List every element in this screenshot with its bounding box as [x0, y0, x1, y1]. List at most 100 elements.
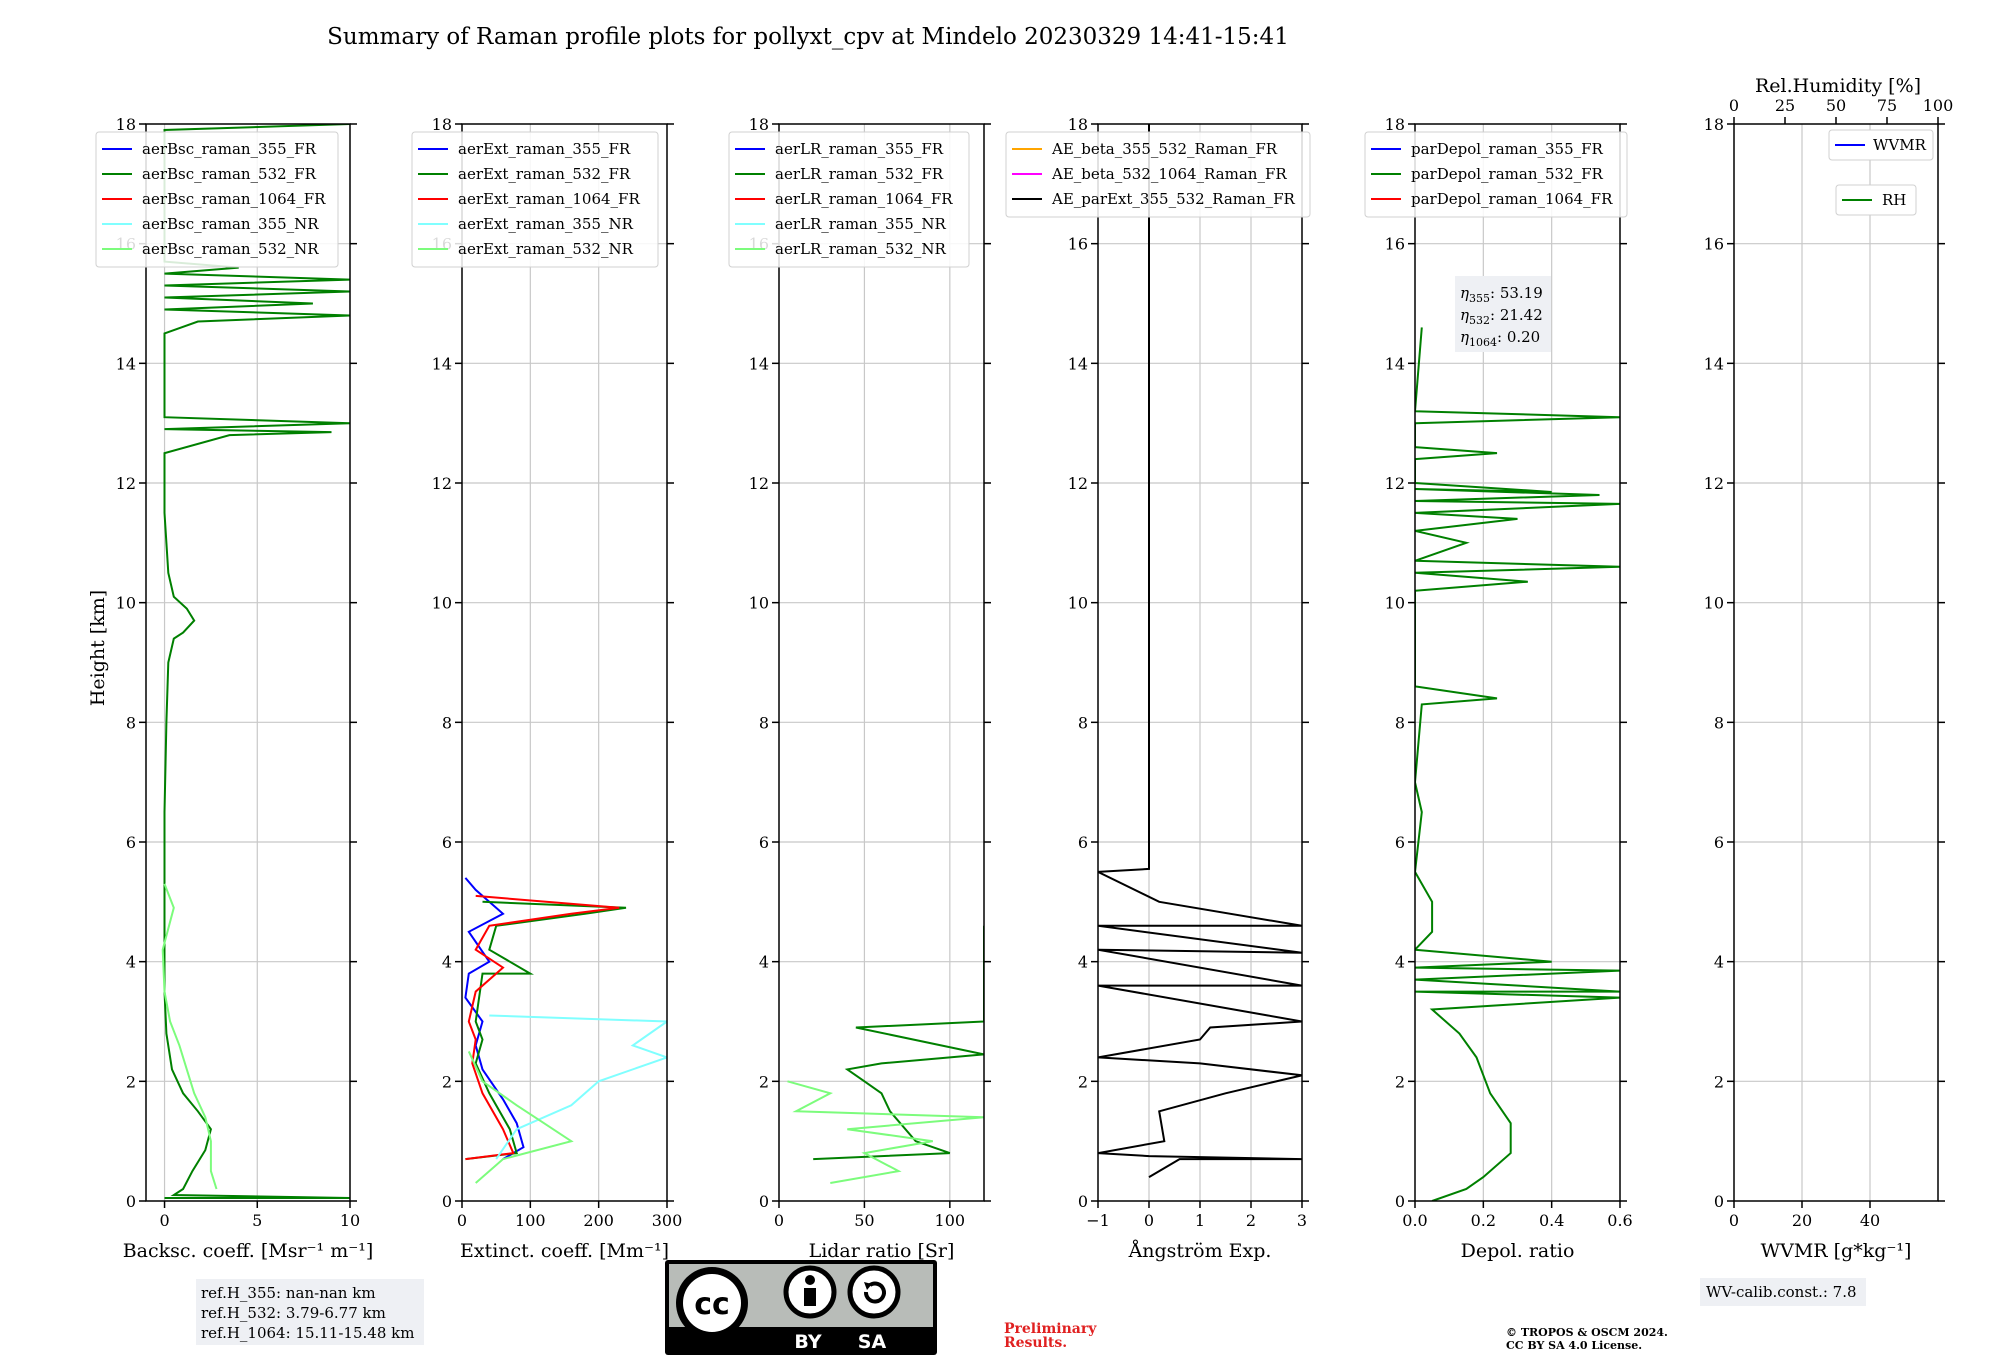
y-tick-label: 6 [442, 833, 452, 852]
y-tick-label: 6 [1714, 833, 1724, 852]
x-axis-label: Extinct. coeff. [Mm⁻¹] [460, 1240, 669, 1262]
x-tick-label: 100 [515, 1211, 546, 1230]
y-tick-label: 12 [1704, 474, 1724, 493]
legend-entry: RH [1882, 191, 1906, 209]
y-tick-label: 0 [1714, 1192, 1724, 1211]
x-tick-label: 0.6 [1607, 1211, 1632, 1230]
y-axis-label: Height [km] [87, 590, 109, 706]
series-group [1415, 327, 1620, 1201]
legend-entry: aerBsc_raman_355_NR [142, 215, 319, 233]
series-line-aerExt_raman_355_NR [489, 1014, 667, 1160]
axes-frame [778, 123, 985, 1202]
y-tick-label: 8 [1395, 713, 1405, 732]
x-tick-label: 0.0 [1402, 1211, 1427, 1230]
series-group [161, 124, 350, 1199]
x-tick-label: 200 [583, 1211, 614, 1230]
y-tick-label: 6 [1395, 833, 1405, 852]
series-line-parDepol_raman_532_FR [1415, 327, 1620, 1201]
top-x-tick-label: 0 [1729, 96, 1739, 115]
y-tick-label: 10 [1068, 594, 1088, 613]
x-tick-label: 1 [1195, 1211, 1205, 1230]
x-tick-label: 40 [1860, 1211, 1880, 1230]
legend-box [728, 131, 970, 268]
series-line-aerExt_raman_355_FR [464, 877, 525, 1160]
x-axis-label: Lidar ratio [Sr] [809, 1240, 955, 1262]
x-tick-label: 3 [1297, 1211, 1307, 1230]
x-axis-label: Backsc. coeff. [Msr⁻¹ m⁻¹] [123, 1240, 374, 1262]
y-tick-label: 8 [442, 713, 452, 732]
x-tick-label: 5 [252, 1211, 262, 1230]
cc-by-sa-badge: cc BY SA [665, 1260, 937, 1355]
y-tick-label: 12 [1385, 474, 1405, 493]
panel-6: 0 2 4 6 8 10 12 14 16 18 0 20 40 WVMR [g*kg⁻¹] 0 25 50 75… [1704, 75, 1954, 1262]
y-tick-label: 4 [126, 953, 136, 972]
legend-entry: parDepol_raman_532_FR [1411, 165, 1604, 183]
y-tick-label: 18 [1068, 115, 1088, 134]
y-tick-label: 18 [749, 115, 769, 134]
y-tick-label: 0 [759, 1192, 769, 1211]
legend: AE_beta_355_532_Raman_FR AE_beta_532_1064… [1005, 131, 1311, 218]
axes-frame [1733, 123, 1939, 1202]
legend-entry: aerExt_raman_532_FR [458, 165, 631, 183]
sa-label: SA [858, 1331, 887, 1353]
y-tick-label: 10 [432, 594, 452, 613]
y-tick-label: 12 [749, 474, 769, 493]
x-tick-label: 0 [774, 1211, 784, 1230]
legend-rh: RH [1835, 184, 1917, 216]
x-axis-label: Depol. ratio [1461, 1240, 1575, 1262]
y-tick-label: 18 [1385, 115, 1405, 134]
legend-entry: aerLR_raman_532_NR [775, 240, 946, 258]
legend-entry: aerLR_raman_355_FR [775, 140, 944, 158]
eta-annotation: η532: 21.42 [1460, 306, 1543, 327]
y-tick-label: 8 [759, 713, 769, 732]
y-tick-label: 14 [1068, 354, 1088, 373]
copyright-line2: CC BY SA 4.0 License. [1506, 1339, 1642, 1352]
y-tick-label: 4 [759, 953, 769, 972]
y-tick-label: 2 [1714, 1072, 1724, 1091]
ref-h-355: ref.H_355: nan-nan km [201, 1284, 376, 1302]
y-tick-label: 4 [442, 953, 452, 972]
annotation-bg [1455, 276, 1551, 352]
axes-frame [461, 123, 668, 1202]
series-line-aerExt_raman_1064_FR [465, 894, 620, 1161]
preliminary-line1: Preliminary [1004, 1321, 1097, 1337]
y-tick-label: 2 [1395, 1072, 1405, 1091]
y-tick-label: 12 [116, 474, 136, 493]
legend-entry: aerBsc_raman_532_FR [142, 165, 317, 183]
legend-entry: aerLR_raman_532_FR [775, 165, 944, 183]
top-x-axis-label: Rel.Humidity [%] [1755, 75, 1921, 97]
y-tick-label: 4 [1714, 953, 1724, 972]
series-line-aerBsc_raman_532_FR [163, 124, 350, 1199]
legend: aerLR_raman_355_FR aerLR_raman_532_FR aerL… [728, 131, 970, 268]
preliminary-line2: Results. [1004, 1335, 1067, 1351]
y-tick-label: 14 [1704, 354, 1724, 373]
legend-entry: aerExt_raman_355_NR [458, 215, 634, 233]
legend-box [1364, 131, 1628, 218]
y-tick-label: 0 [126, 1192, 136, 1211]
legend-box [1835, 184, 1917, 216]
axes-frame [1414, 123, 1621, 1202]
legend-box [1828, 129, 1934, 161]
y-tick-label: 10 [1704, 594, 1724, 613]
y-tick-label: 6 [1078, 833, 1088, 852]
legend-entry: WVMR [1873, 136, 1927, 154]
y-tick-label: 0 [442, 1192, 452, 1211]
y-tick-label: 12 [1068, 474, 1088, 493]
y-tick-label: 8 [1714, 713, 1724, 732]
legend-entry: aerLR_raman_355_NR [775, 215, 946, 233]
y-tick-label: 2 [126, 1072, 136, 1091]
y-tick-label: 4 [1078, 953, 1088, 972]
y-tick-label: 14 [749, 354, 769, 373]
x-tick-label: −1 [1086, 1211, 1110, 1230]
legend-entry: AE_beta_532_1064_Raman_FR [1051, 165, 1287, 183]
legend: aerExt_raman_355_FR aerExt_raman_532_FRae… [411, 131, 659, 268]
y-tick-label: 10 [749, 594, 769, 613]
x-tick-label: 0 [1144, 1211, 1154, 1230]
ref-height-box: ref.H_355: nan-nan km ref.H_532: 3.79-6.… [196, 1279, 424, 1345]
legend-wvmr: WVMR [1828, 129, 1934, 161]
y-tick-label: 2 [442, 1072, 452, 1091]
y-tick-label: 12 [432, 474, 452, 493]
top-x-tick-label: 25 [1775, 96, 1795, 115]
